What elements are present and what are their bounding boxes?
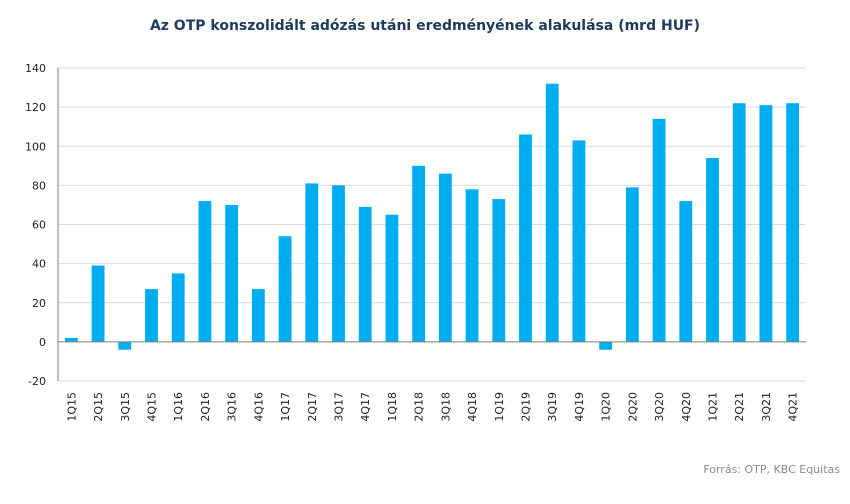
x-tick-label: 3Q15 xyxy=(119,392,132,422)
bar-3Q17 xyxy=(332,185,345,342)
y-tick-label: 20 xyxy=(32,297,46,310)
bar-4Q21 xyxy=(786,103,800,342)
x-tick-label: 1Q17 xyxy=(279,392,292,422)
x-tick-label: 4Q18 xyxy=(466,392,479,422)
x-tick-label: 2Q15 xyxy=(92,392,105,422)
bar-1Q18 xyxy=(385,214,399,342)
x-tick-label: 2Q21 xyxy=(733,392,746,422)
bar-2Q19 xyxy=(519,134,532,342)
x-tick-label: 4Q21 xyxy=(787,392,800,422)
bar-4Q19 xyxy=(572,140,586,342)
bar-2Q15 xyxy=(91,265,105,342)
bar-1Q17 xyxy=(278,236,292,342)
x-tick-label: 1Q20 xyxy=(600,392,613,422)
bar-4Q16 xyxy=(251,289,265,342)
bar-1Q19 xyxy=(492,199,506,342)
bar-3Q20 xyxy=(652,118,666,342)
bar-3Q19 xyxy=(545,83,559,342)
bar-2Q18 xyxy=(412,165,426,342)
x-tick-label: 3Q16 xyxy=(226,392,239,422)
bar-3Q16 xyxy=(225,204,239,342)
x-tick-label: 4Q20 xyxy=(680,392,693,422)
x-tick-label: 2Q18 xyxy=(413,392,426,422)
y-tick-label: 60 xyxy=(32,219,46,232)
x-tick-label: 1Q21 xyxy=(707,392,720,422)
y-tick-label: 80 xyxy=(32,179,46,192)
bar-1Q21 xyxy=(706,157,719,342)
x-tick-label: 4Q15 xyxy=(146,392,159,422)
x-tick-label: 1Q16 xyxy=(172,392,185,422)
bar-2Q20 xyxy=(625,187,639,342)
bar-3Q15 xyxy=(118,341,132,350)
bar-4Q20 xyxy=(679,201,693,342)
x-tick-label: 3Q21 xyxy=(760,392,773,422)
y-tick-label: 100 xyxy=(25,140,46,153)
x-tick-label: 2Q16 xyxy=(199,392,212,422)
x-tick-label: 4Q16 xyxy=(252,392,265,422)
x-tick-label: 3Q20 xyxy=(653,392,666,422)
y-tick-label: 40 xyxy=(32,258,46,271)
bar-3Q18 xyxy=(438,173,452,342)
x-tick-label: 2Q20 xyxy=(626,392,639,422)
bars xyxy=(64,83,800,350)
axes xyxy=(57,68,806,381)
bar-4Q17 xyxy=(358,206,372,342)
bar-2Q16 xyxy=(198,201,212,342)
bar-3Q21 xyxy=(759,105,773,342)
bar-1Q20 xyxy=(599,341,613,350)
y-tick-label: -20 xyxy=(28,375,46,388)
bar-4Q18 xyxy=(465,189,479,342)
y-tick-label: 120 xyxy=(25,101,46,114)
x-tick-label: 3Q17 xyxy=(333,392,346,422)
bar-2Q17 xyxy=(305,183,319,342)
bar-1Q16 xyxy=(171,273,185,342)
x-tick-labels: 1Q15 2Q15 3Q15 4Q15 1Q16 2Q16 3Q16 4Q16 1Q17 2Q17… xyxy=(65,392,799,422)
bar-1Q15 xyxy=(64,337,78,342)
x-tick-label: 4Q19 xyxy=(573,392,586,422)
x-tick-label: 2Q17 xyxy=(306,392,319,422)
source-note: Forrás: OTP, KBC Equitas xyxy=(703,463,840,476)
bar-4Q15 xyxy=(145,289,158,342)
y-tick-label: 0 xyxy=(39,336,46,349)
y-tick-labels: -20 0 20 40 60 80 100 120 140 xyxy=(25,62,46,388)
x-tick-label: 4Q17 xyxy=(359,392,372,422)
bar-2Q21 xyxy=(732,103,746,342)
gridlines xyxy=(58,67,806,382)
x-tick-label: 1Q18 xyxy=(386,392,399,422)
x-tick-label: 2Q19 xyxy=(520,392,533,422)
y-tick-label: 140 xyxy=(25,62,46,75)
x-tick-label: 3Q19 xyxy=(546,392,559,422)
chart-title: Az OTP konszolidált adózás utáni eredmén… xyxy=(149,18,701,34)
x-tick-label: 3Q18 xyxy=(439,392,452,422)
x-tick-label: 1Q19 xyxy=(493,392,506,422)
x-tick-label: 1Q15 xyxy=(65,392,78,422)
